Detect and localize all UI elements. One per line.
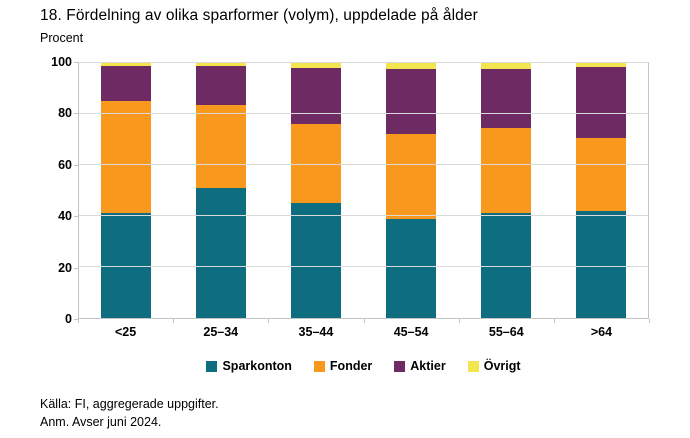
y-tick-mark <box>74 113 78 115</box>
x-tick-mark <box>553 319 555 323</box>
x-tick-label: 25–34 <box>203 325 239 339</box>
legend: Sparkonton Fonder Aktier Övrigt <box>78 359 649 373</box>
bar-segment-sparkonton <box>575 210 626 318</box>
legend-swatch-icon <box>313 360 325 372</box>
legend-item-sparkonton: Sparkonton <box>206 359 292 373</box>
category-slot <box>174 63 269 318</box>
legend-label: Aktier <box>410 359 446 373</box>
x-tick-mark <box>78 319 79 323</box>
y-tick-label: 0 <box>65 312 72 326</box>
y-tick-label: 40 <box>58 209 72 224</box>
gridline <box>79 113 648 114</box>
category-slot <box>79 63 174 318</box>
stacked-bar-55-64 <box>480 63 531 318</box>
bar-segment-sparkonton <box>385 218 436 318</box>
bar-segment-aktier <box>196 65 247 106</box>
bar-segment-aktier <box>291 68 342 125</box>
legend-swatch-icon <box>394 360 406 372</box>
y-axis-unit-label: Procent <box>40 31 84 45</box>
period-note: Anm. Avser juni 2024. <box>40 415 162 429</box>
legend-item-aktier: Aktier <box>394 359 446 373</box>
x-tick-mark <box>458 319 460 323</box>
x-tick-label: >64 <box>590 325 613 339</box>
x-tick-label: 45–54 <box>393 325 429 339</box>
gridline <box>79 215 648 216</box>
bar-segment--vrigt <box>575 63 626 67</box>
bar-segment--vrigt <box>385 63 436 70</box>
bar-segment-aktier <box>101 65 152 102</box>
stacked-bar--25 <box>101 63 152 318</box>
bar-segment-sparkonton <box>291 203 342 318</box>
bar-segment-sparkonton <box>480 213 531 318</box>
stacked-bar--64 <box>575 63 626 318</box>
legend-label: Fonder <box>329 359 373 373</box>
legend-item--vrigt: Övrigt <box>467 359 521 373</box>
legend-label: Sparkonton <box>222 359 292 373</box>
category-slot <box>363 63 458 318</box>
x-tick-mark <box>363 319 365 323</box>
stacked-bar-25-34 <box>196 63 247 318</box>
y-tick-label: 80 <box>58 106 72 121</box>
x-tick-label: <25 <box>114 325 137 339</box>
y-tick-label: 60 <box>58 157 72 172</box>
x-axis-labels: <25 25–34 35–44 45–54 55–64 >64 <box>78 325 649 339</box>
y-tick-mark <box>74 319 78 320</box>
bar-segment--vrigt <box>101 63 152 66</box>
x-tick-label: 35–44 <box>298 325 334 339</box>
legend-label: Övrigt <box>483 359 521 373</box>
bar-segment--vrigt <box>480 63 531 70</box>
bar-slots <box>79 63 648 318</box>
stacked-bar-35-44 <box>291 63 342 318</box>
y-tick-mark <box>74 62 78 63</box>
legend-swatch-icon <box>206 360 218 372</box>
y-tick-label: 100 <box>51 55 72 69</box>
x-tick-mark <box>173 319 175 323</box>
bar-segment-sparkonton <box>101 213 152 318</box>
stacked-bar-45-54 <box>385 63 436 318</box>
chart-title: 18. Fördelning av olika sparformer (voly… <box>40 7 478 24</box>
x-tick-mark <box>649 319 650 323</box>
bar-segment-fonder <box>196 105 247 188</box>
bar-segment-fonder <box>575 138 626 211</box>
gridline <box>79 266 648 267</box>
gridline <box>79 164 648 165</box>
bar-segment-fonder <box>385 134 436 219</box>
legend-swatch-icon <box>467 360 479 372</box>
category-slot <box>269 63 364 318</box>
bar-segment-aktier <box>480 69 531 129</box>
bar-segment-aktier <box>575 66 626 139</box>
bar-segment--vrigt <box>291 63 342 69</box>
category-slot <box>553 63 648 318</box>
bar-segment-fonder <box>480 128 531 214</box>
bar-segment--vrigt <box>196 63 247 66</box>
bar-segment-fonder <box>291 124 342 204</box>
x-tick-label: 55–64 <box>488 325 524 339</box>
legend-item-fonder: Fonder <box>313 359 373 373</box>
y-tick-mark <box>74 216 78 218</box>
bar-segment-sparkonton <box>196 187 247 318</box>
y-tick-label: 20 <box>58 260 72 275</box>
x-tick-mark <box>268 319 270 323</box>
bar-segment-fonder <box>101 101 152 214</box>
y-tick-mark <box>74 267 78 269</box>
source-note: Källa: FI, aggregerade uppgifter. <box>40 397 219 411</box>
y-tick-mark <box>74 164 78 166</box>
plot-area <box>78 62 649 319</box>
category-slot <box>458 63 553 318</box>
footer: Källa: FI, aggregerade uppgifter. Anm. A… <box>40 395 219 431</box>
bar-segment-aktier <box>385 69 436 135</box>
